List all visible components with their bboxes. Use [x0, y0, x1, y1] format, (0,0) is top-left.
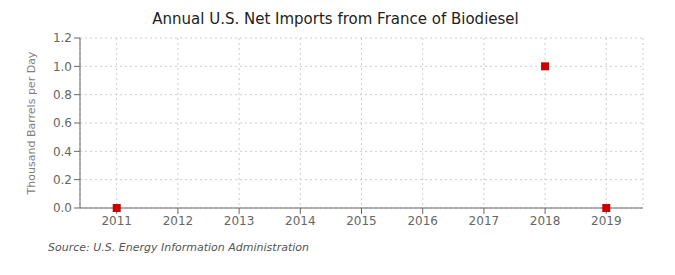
- svg-text:0.4: 0.4: [53, 145, 72, 159]
- svg-text:2018: 2018: [530, 214, 561, 228]
- svg-text:2011: 2011: [101, 214, 132, 228]
- html-text:Annual U.S. Net Imports from F: Annual U.S. Net Imports from France of B…: [152, 10, 519, 28]
- svg-text:2019: 2019: [591, 214, 622, 228]
- svg-text:2013: 2013: [224, 214, 255, 228]
- svg-text:0.2: 0.2: [53, 173, 72, 187]
- svg-text:0.8: 0.8: [53, 88, 72, 102]
- svg-text:2015: 2015: [346, 214, 377, 228]
- svg-text:2012: 2012: [163, 214, 194, 228]
- svg-text:0.6: 0.6: [53, 116, 72, 130]
- svg-text:1.0: 1.0: [53, 60, 72, 74]
- svg-text:2017: 2017: [469, 214, 500, 228]
- svg-text:2016: 2016: [407, 214, 438, 228]
- svg-text:2014: 2014: [285, 214, 316, 228]
- svg-text:1.2: 1.2: [53, 31, 72, 45]
- html-text:Source: U.S. Energy Informatio: Source: U.S. Energy Information Administ…: [48, 241, 309, 254]
- svg-text:Thousand Barrels per Day: Thousand Barrels per Day: [25, 51, 38, 195]
- svg-text:0.0: 0.0: [53, 201, 72, 215]
